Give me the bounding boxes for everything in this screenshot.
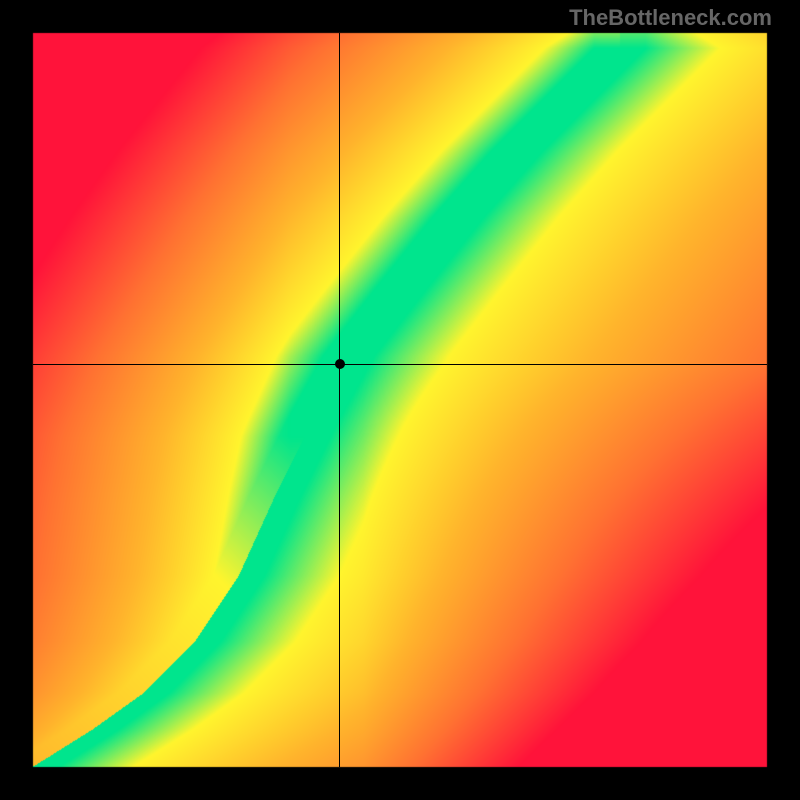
bottleneck-heatmap: [0, 0, 800, 800]
watermark-text: TheBottleneck.com: [569, 5, 772, 31]
crosshair-vertical: [339, 33, 340, 767]
crosshair-dot: [335, 359, 345, 369]
crosshair-horizontal: [33, 364, 767, 365]
